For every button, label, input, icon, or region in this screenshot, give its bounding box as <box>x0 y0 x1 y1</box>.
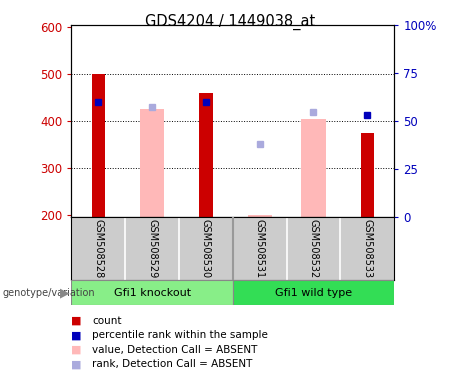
Text: GSM508530: GSM508530 <box>201 219 211 278</box>
Bar <box>248 215 272 217</box>
Text: Gfi1 wild type: Gfi1 wild type <box>275 288 352 298</box>
Text: Gfi1 knockout: Gfi1 knockout <box>113 288 191 298</box>
Bar <box>140 109 164 217</box>
Text: GSM508528: GSM508528 <box>93 219 103 278</box>
Text: GDS4204 / 1449038_at: GDS4204 / 1449038_at <box>145 13 316 30</box>
Bar <box>233 280 394 305</box>
Text: GSM508531: GSM508531 <box>254 219 265 278</box>
Text: count: count <box>92 316 122 326</box>
Text: GSM508529: GSM508529 <box>147 219 157 278</box>
Bar <box>92 74 105 217</box>
Text: percentile rank within the sample: percentile rank within the sample <box>92 330 268 340</box>
Text: GSM508533: GSM508533 <box>362 219 372 278</box>
Text: genotype/variation: genotype/variation <box>2 288 95 298</box>
Text: ■: ■ <box>71 359 82 369</box>
Bar <box>361 132 374 217</box>
Text: ▶: ▶ <box>59 286 69 299</box>
Text: ■: ■ <box>71 330 82 340</box>
Text: value, Detection Call = ABSENT: value, Detection Call = ABSENT <box>92 345 258 355</box>
Text: rank, Detection Call = ABSENT: rank, Detection Call = ABSENT <box>92 359 253 369</box>
Text: ■: ■ <box>71 345 82 355</box>
Bar <box>71 280 233 305</box>
Text: ■: ■ <box>71 316 82 326</box>
Bar <box>301 119 325 217</box>
Bar <box>199 93 213 217</box>
Text: GSM508532: GSM508532 <box>308 219 319 278</box>
